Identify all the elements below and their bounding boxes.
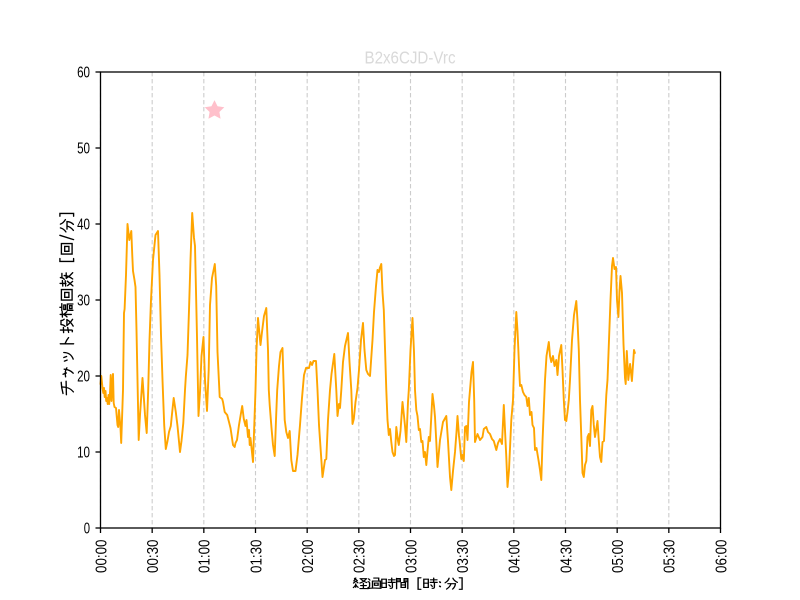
svg-text:00:00: 00:00 <box>93 539 110 573</box>
svg-text:02:30: 02:30 <box>352 539 369 573</box>
svg-text:06:00: 06:00 <box>713 539 730 573</box>
svg-text:50: 50 <box>77 141 90 158</box>
svg-text:00:30: 00:30 <box>145 539 162 573</box>
svg-text:04:00: 04:00 <box>507 539 524 573</box>
svg-text:05:00: 05:00 <box>610 539 627 573</box>
svg-text:B2x6CJD-Vrc: B2x6CJD-Vrc <box>365 48 456 68</box>
svg-text:01:30: 01:30 <box>248 539 265 573</box>
svg-text:20: 20 <box>77 369 90 386</box>
svg-text:03:30: 03:30 <box>455 539 472 573</box>
svg-text:10: 10 <box>77 445 90 462</box>
svg-text:03:00: 03:00 <box>403 539 420 573</box>
svg-text:05:30: 05:30 <box>662 539 679 573</box>
svg-text:30: 30 <box>77 293 90 310</box>
svg-text:40: 40 <box>77 217 90 234</box>
svg-text:04:30: 04:30 <box>558 539 575 573</box>
svg-text:60: 60 <box>77 65 90 82</box>
svg-text:02:00: 02:00 <box>300 539 317 573</box>
svg-text:0: 0 <box>84 521 90 538</box>
svg-text:01:00: 01:00 <box>197 539 214 573</box>
